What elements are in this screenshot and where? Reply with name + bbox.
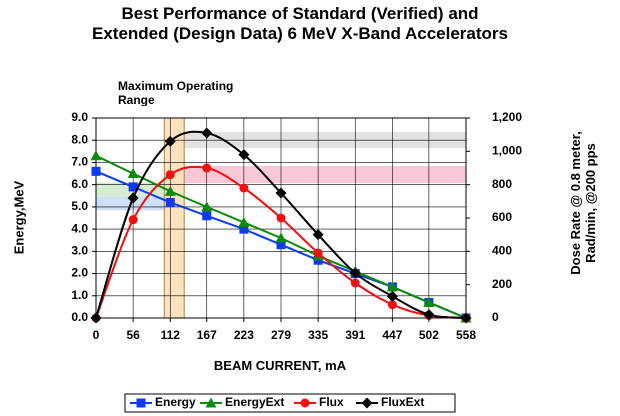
plot-frame [95, 117, 467, 319]
marker [91, 166, 101, 176]
y2-tick-label: 600 [492, 210, 512, 224]
marker [164, 185, 176, 196]
y-tick-label: 5.0 [71, 199, 88, 213]
marker [387, 300, 397, 310]
legend-label: EnergyExt [225, 395, 284, 409]
marker [90, 312, 102, 324]
y2-tick-label: 1,000 [492, 144, 522, 158]
x-tick-label: 223 [234, 328, 254, 342]
y2-tick-label: 0 [492, 310, 499, 324]
marker [201, 201, 213, 212]
marker [313, 248, 323, 258]
marker [238, 216, 250, 227]
marker [238, 149, 250, 161]
y-tick-label: 2.0 [71, 266, 88, 280]
marker [350, 278, 360, 288]
x-tick-label: 279 [271, 328, 291, 342]
marker [361, 397, 373, 409]
marker [386, 281, 398, 292]
marker [276, 213, 286, 223]
marker [300, 398, 310, 408]
band [184, 166, 467, 183]
y-tick-label: 9.0 [71, 110, 88, 124]
y-axis-label: Energy,MeV [11, 180, 27, 255]
marker [201, 127, 213, 139]
y-tick-label: 6.0 [71, 177, 88, 191]
y2-tick-label: 1,200 [492, 110, 522, 124]
marker [202, 163, 212, 173]
y2-axis-label: Dose Rate @ 0.8 meter, Rad/min, @200 pps [568, 131, 598, 275]
marker [312, 229, 324, 241]
legend-label: Flux [319, 395, 344, 409]
y-tick-label: 1.0 [71, 288, 88, 302]
marker [239, 183, 249, 193]
chart-title: Best Performance of Standard (Verified) … [92, 4, 508, 43]
marker [164, 135, 176, 147]
x-tick-label: 447 [382, 328, 402, 342]
marker [127, 168, 139, 179]
marker [460, 312, 472, 324]
x-tick-label: 0 [93, 328, 100, 342]
x-tick-label: 558 [456, 328, 476, 342]
y2-tick-label: 200 [492, 277, 512, 291]
y2-tick-label: 400 [492, 244, 512, 258]
marker [127, 192, 139, 204]
legend: Energy EnergyExt Flux FluxExt [124, 393, 456, 413]
marker [275, 232, 287, 243]
x-tick-label: 167 [197, 328, 217, 342]
marker [165, 197, 175, 207]
marker [239, 224, 249, 234]
marker [386, 290, 398, 302]
y-tick-label: 4.0 [71, 221, 88, 235]
marker [349, 267, 361, 279]
marker [90, 150, 102, 161]
legend-label: FluxExt [381, 395, 424, 409]
y-tick-label: 0.0 [71, 310, 88, 324]
marker [276, 240, 286, 250]
marker [165, 170, 175, 180]
annotation: Maximum Operating Range [118, 79, 234, 106]
x-tick-label: 391 [345, 328, 365, 342]
x-tick-label: 112 [161, 328, 181, 342]
y2-tick-label: 800 [492, 177, 512, 191]
marker [205, 397, 217, 408]
marker [128, 182, 138, 192]
operating-range [163, 117, 185, 319]
legend-label: Energy [155, 395, 196, 409]
marker [275, 187, 287, 199]
series-line [95, 130, 467, 319]
x-tick-label: 502 [419, 328, 439, 342]
marker [423, 309, 435, 321]
marker [128, 215, 138, 225]
marker [202, 211, 212, 221]
marker [423, 296, 435, 307]
x-tick-label: 56 [126, 328, 140, 342]
marker [136, 398, 146, 408]
y-tick-label: 7.0 [71, 155, 88, 169]
y-tick-label: 8.0 [71, 132, 88, 146]
x-tick-label: 335 [308, 328, 328, 342]
x-axis-label: BEAM CURRENT, mA [213, 358, 347, 373]
y-tick-label: 3.0 [71, 244, 88, 258]
